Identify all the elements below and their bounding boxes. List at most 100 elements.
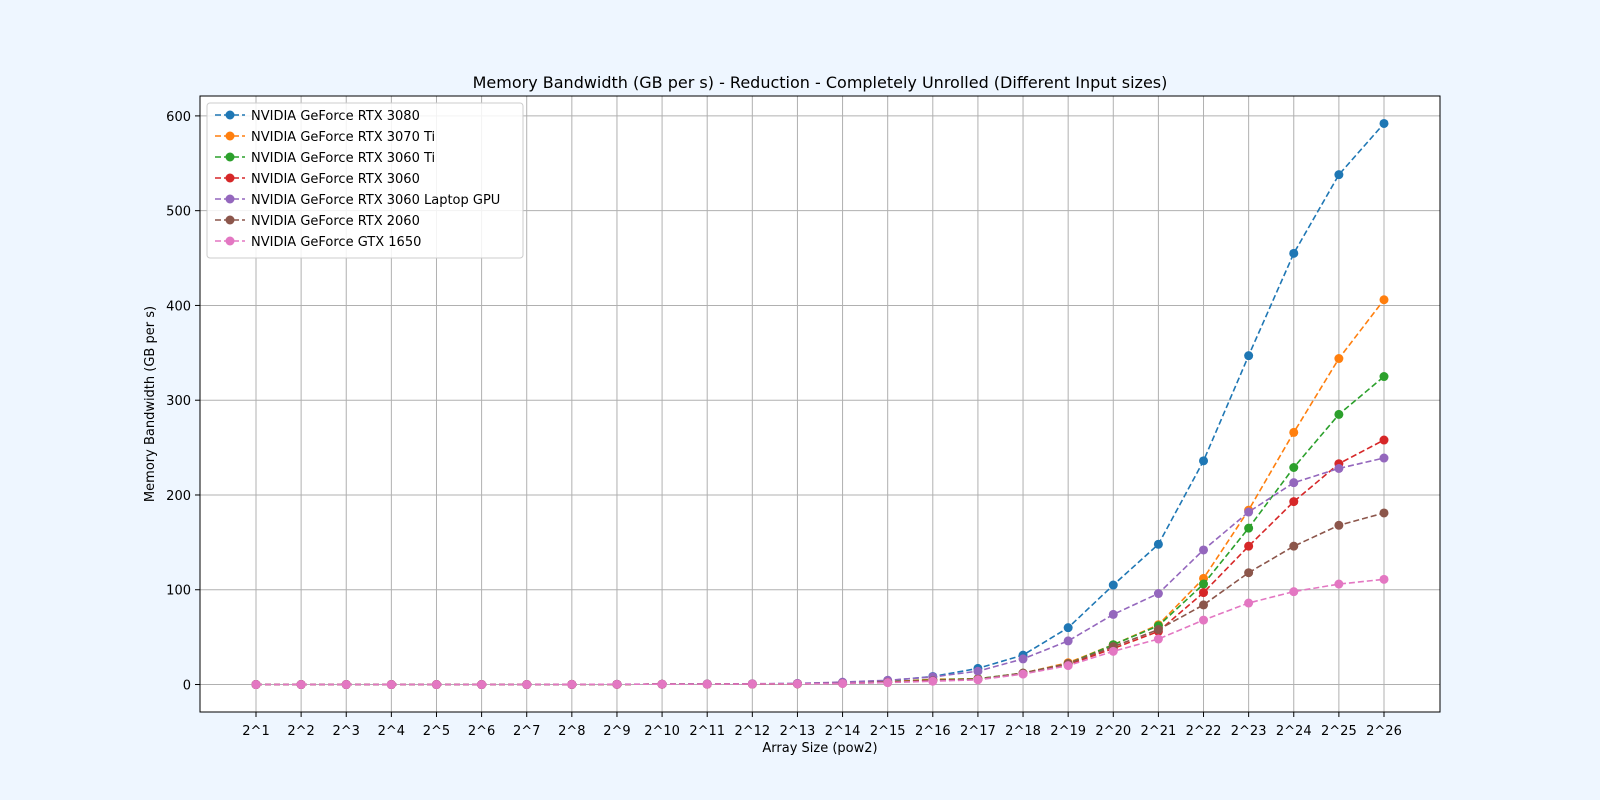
data-point xyxy=(1379,435,1389,445)
data-point xyxy=(477,680,487,690)
data-point xyxy=(1334,579,1344,589)
x-tick-label: 2^20 xyxy=(1095,724,1131,739)
x-tick-label: 2^1 xyxy=(242,724,269,739)
data-point xyxy=(1244,568,1254,578)
legend-label: NVIDIA GeForce GTX 1650 xyxy=(251,235,421,250)
data-point xyxy=(792,679,802,689)
data-point xyxy=(1334,170,1344,180)
plot-frame xyxy=(199,95,1441,713)
data-point xyxy=(1289,427,1299,437)
x-tick-label: 2^10 xyxy=(644,724,680,739)
data-point xyxy=(1063,623,1073,633)
x-tick-label: 2^17 xyxy=(960,724,996,739)
legend-marker xyxy=(225,152,235,162)
legend-marker xyxy=(225,215,235,225)
x-tick-label: 2^25 xyxy=(1321,724,1357,739)
data-point xyxy=(567,679,577,689)
x-tick-label: 2^11 xyxy=(689,724,725,739)
data-point xyxy=(1334,409,1344,419)
data-point xyxy=(1379,372,1389,382)
data-point xyxy=(1108,609,1118,619)
data-point xyxy=(1063,636,1073,646)
legend-marker xyxy=(225,194,235,204)
legend-marker xyxy=(225,173,235,183)
data-point xyxy=(838,678,848,688)
x-tick-label: 2^18 xyxy=(1005,724,1041,739)
data-point xyxy=(1018,669,1028,679)
data-point xyxy=(1244,507,1254,517)
series-line xyxy=(256,457,1385,686)
data-point xyxy=(1199,588,1209,598)
data-point xyxy=(1244,598,1254,608)
y-tick-label: 100 xyxy=(166,584,191,599)
x-tick-label: 2^16 xyxy=(915,724,951,739)
x-tick-label: 2^24 xyxy=(1276,724,1312,739)
x-tick-label: 2^9 xyxy=(603,724,630,739)
data-point xyxy=(1289,541,1299,551)
legend-label: NVIDIA GeForce RTX 3080 xyxy=(251,109,420,124)
data-point xyxy=(1289,248,1299,258)
data-point xyxy=(1289,587,1299,597)
data-point xyxy=(1244,541,1254,551)
x-axis-label: Array Size (pow2) xyxy=(762,741,877,756)
legend-marker xyxy=(225,110,235,120)
series-layer xyxy=(251,118,1389,690)
data-point xyxy=(928,676,938,686)
data-point xyxy=(702,679,712,689)
data-point xyxy=(1199,545,1209,555)
data-point xyxy=(522,680,532,690)
legend-marker xyxy=(225,236,235,246)
data-point xyxy=(1153,589,1163,599)
data-point xyxy=(1289,462,1299,472)
legend-label: NVIDIA GeForce RTX 3070 Ti xyxy=(251,130,435,145)
x-tick-label: 2^5 xyxy=(423,724,450,739)
x-tick-label: 2^14 xyxy=(825,724,861,739)
data-point xyxy=(1153,625,1163,635)
data-point xyxy=(1018,654,1028,664)
legend: NVIDIA GeForce RTX 3080 NVIDIA GeForce RT… xyxy=(206,102,524,259)
data-point xyxy=(1379,574,1389,584)
legend-label: NVIDIA GeForce RTX 2060 xyxy=(251,214,420,229)
legend-marker xyxy=(225,131,235,141)
x-tick-label: 2^12 xyxy=(734,724,770,739)
data-point xyxy=(296,680,306,690)
data-point xyxy=(1153,539,1163,549)
x-tick-label: 2^8 xyxy=(558,724,585,739)
data-point xyxy=(1334,354,1344,364)
data-point xyxy=(883,678,893,688)
x-tick-label: 2^4 xyxy=(378,724,405,739)
data-point xyxy=(1334,520,1344,530)
series-line xyxy=(256,299,1385,686)
x-tick-label: 2^2 xyxy=(287,724,314,739)
y-tick-label: 0 xyxy=(183,679,191,694)
data-point xyxy=(1379,508,1389,518)
data-point xyxy=(1289,497,1299,507)
data-point xyxy=(657,679,667,689)
data-point xyxy=(1153,634,1163,644)
data-point xyxy=(1199,615,1209,625)
data-point xyxy=(973,675,983,685)
x-tick-label: 2^15 xyxy=(870,724,906,739)
data-point xyxy=(1199,579,1209,589)
data-point xyxy=(251,680,261,690)
x-tick-label: 2^23 xyxy=(1231,724,1267,739)
x-tick-label: 2^21 xyxy=(1141,724,1177,739)
x-tick-label: 2^3 xyxy=(333,724,360,739)
y-tick-label: 400 xyxy=(166,299,191,314)
data-point xyxy=(431,680,441,690)
data-point xyxy=(341,680,351,690)
data-point xyxy=(1244,523,1254,533)
data-point xyxy=(1379,295,1389,305)
tick-layer: 2^1 2^2 2^3 2^4 2^5 2^6 2^7 2^8 2^9 2^10 2^11 2^12 2… xyxy=(166,110,1402,739)
data-point xyxy=(1199,600,1209,610)
series-line xyxy=(256,439,1385,686)
y-tick-label: 500 xyxy=(166,205,191,220)
data-point xyxy=(1379,453,1389,463)
x-tick-label: 2^19 xyxy=(1050,724,1086,739)
data-point xyxy=(386,680,396,690)
data-point xyxy=(1244,351,1254,361)
y-tick-label: 200 xyxy=(166,489,191,504)
legend-label: NVIDIA GeForce RTX 3060 Laptop GPU xyxy=(251,193,500,208)
data-point xyxy=(1334,463,1344,473)
